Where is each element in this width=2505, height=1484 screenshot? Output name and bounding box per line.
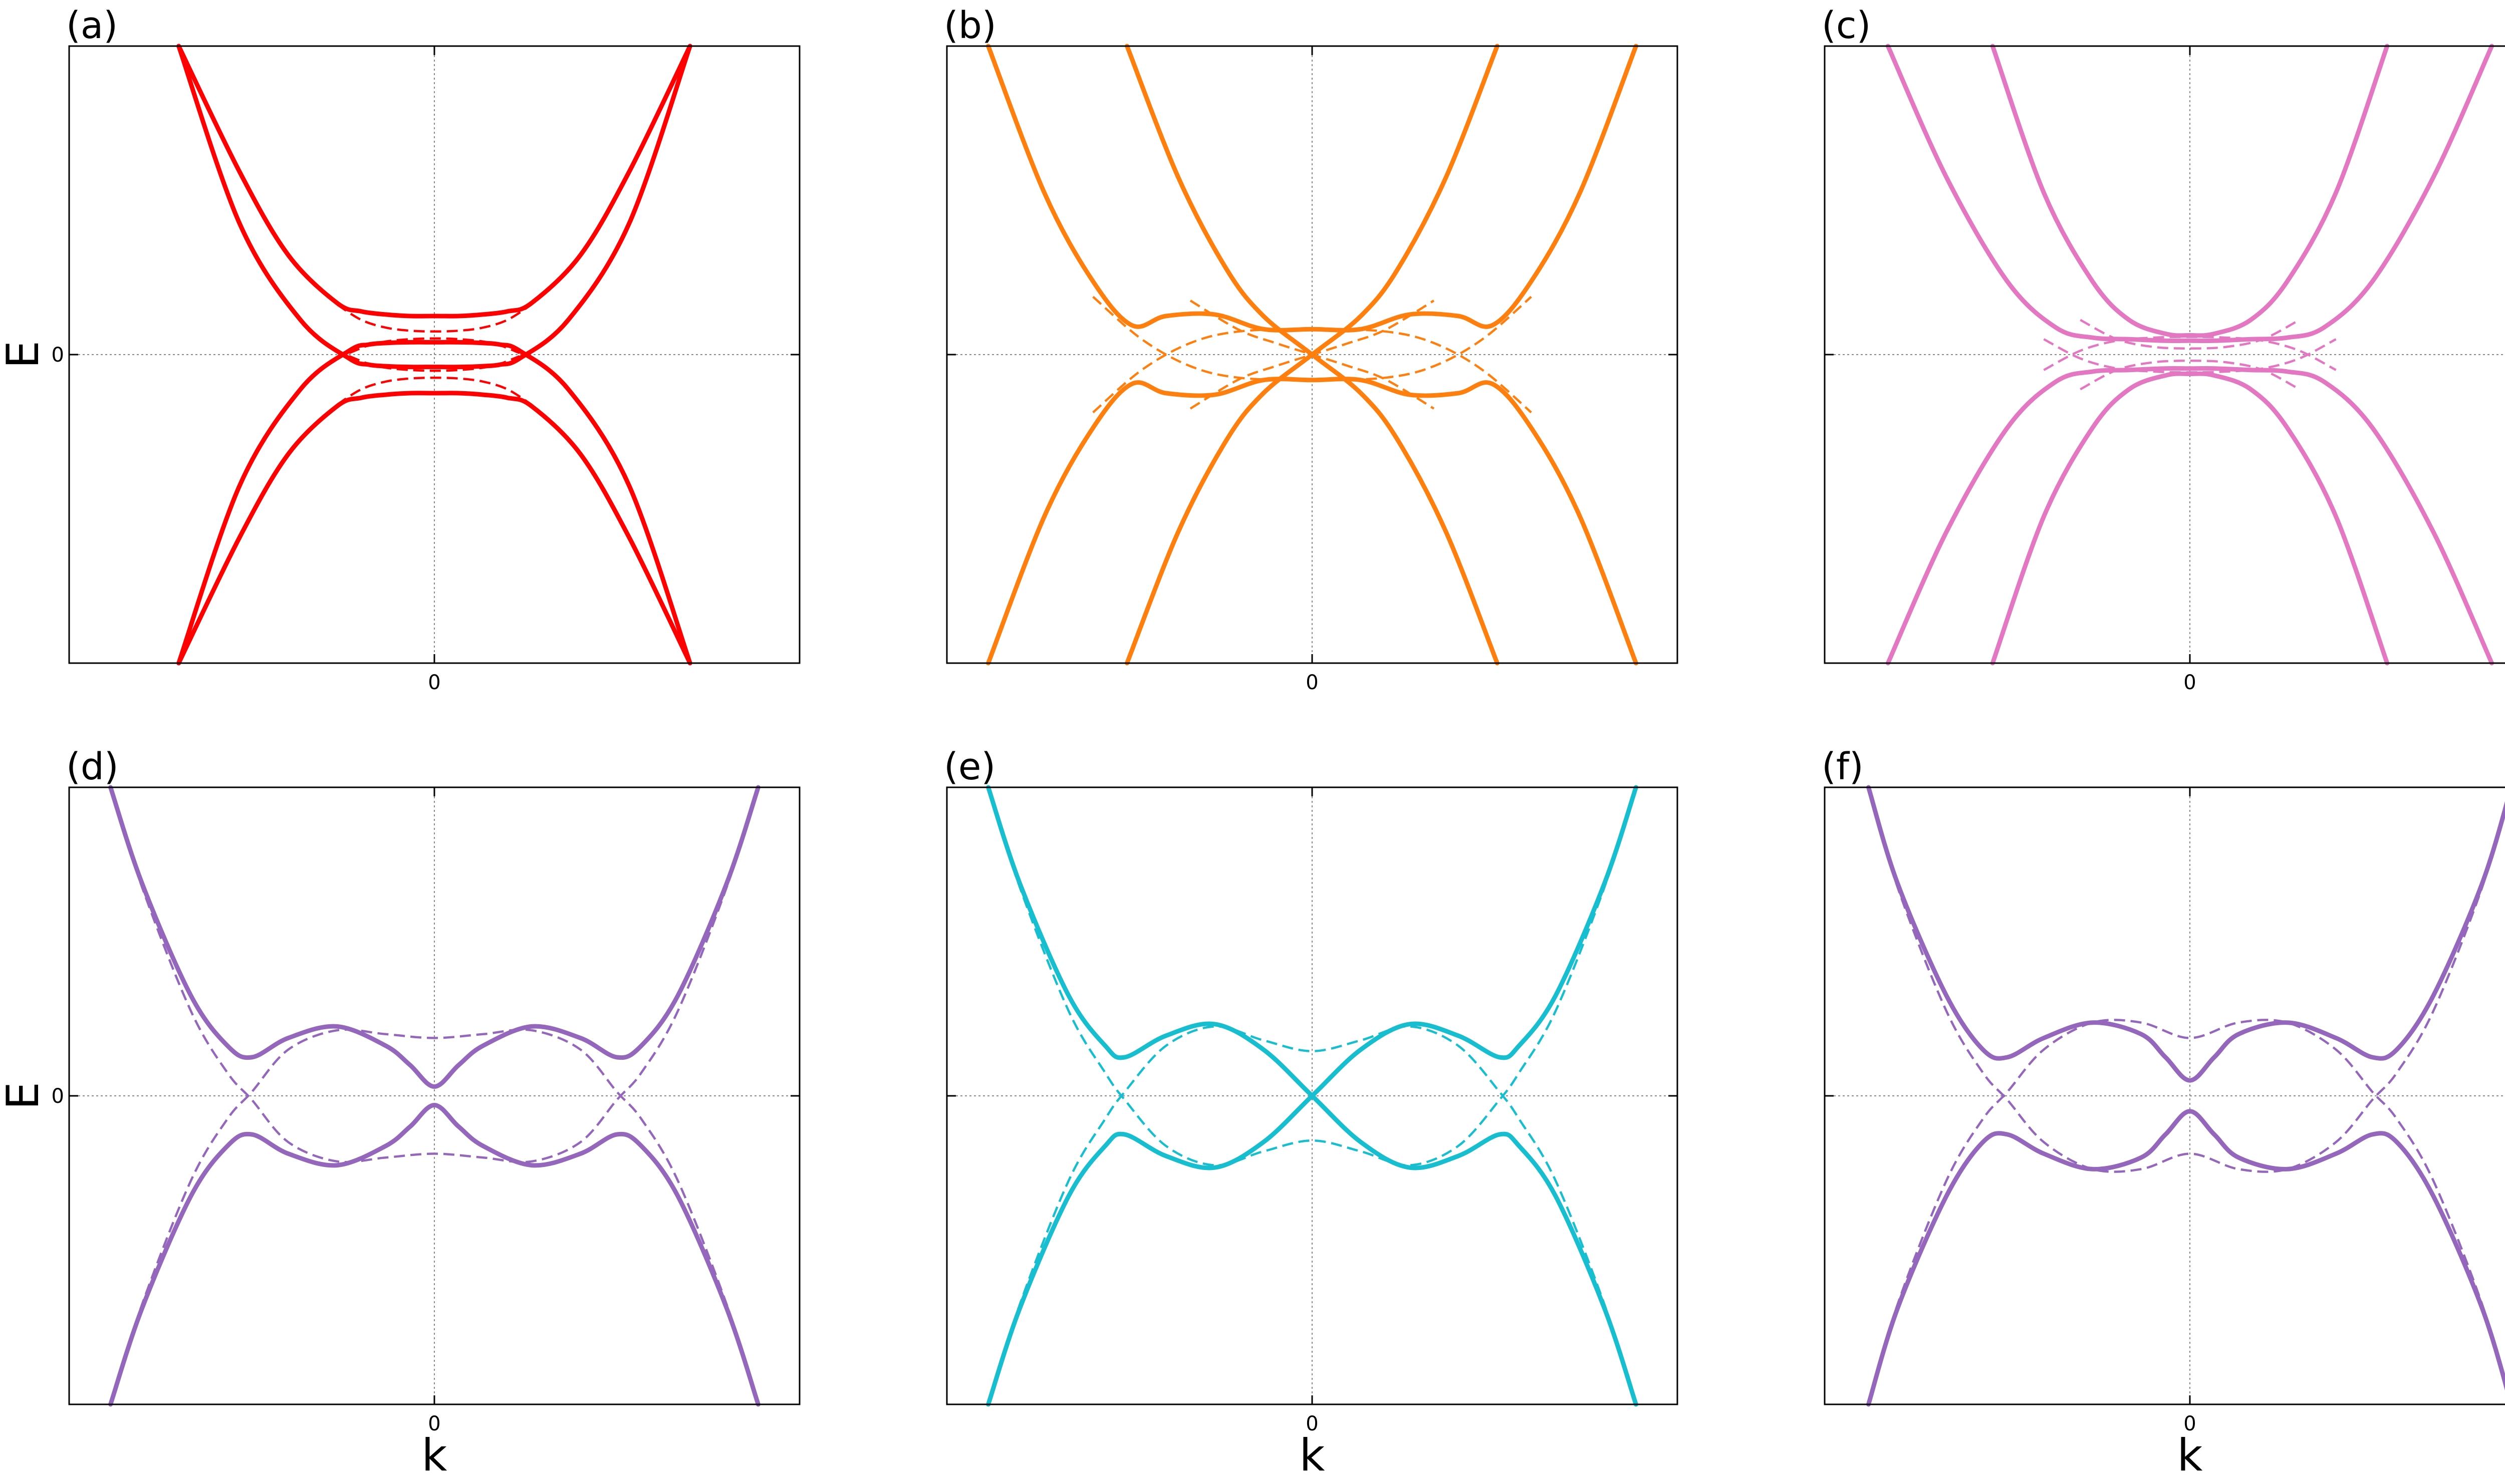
panel-label: (b) [944, 4, 996, 47]
solid-band-0 [986, 44, 1638, 333]
x-tick-label: 0 [2183, 671, 2196, 694]
x-tick-label: 0 [428, 671, 440, 694]
solid-band-2 [176, 340, 692, 666]
y-axis-title: E [0, 1082, 49, 1110]
dashed-band-7 [2080, 360, 2300, 391]
dashed-band-6 [349, 337, 520, 354]
dashed-band-6 [2080, 319, 2300, 350]
solid-band-1 [1866, 1109, 2505, 1407]
dashed-band-3 [1867, 1019, 2505, 1405]
panel-a: 0 0 E (a) [0, 4, 801, 694]
dashed-band-2 [109, 787, 760, 1163]
solid-band-3 [1990, 371, 2390, 666]
panel-label: (d) [66, 745, 119, 788]
dashed-band-5 [336, 376, 533, 406]
solid-band-0 [1866, 785, 2505, 1083]
dashed-band-4 [1092, 328, 1532, 414]
panel-e: 0 k (e) [944, 745, 1678, 1481]
panel-label: (e) [944, 745, 995, 788]
dashed-band-3 [109, 1028, 760, 1405]
panel-label: (f) [1822, 745, 1864, 788]
solid-band-0 [108, 785, 761, 1089]
y-tick-label: 0 [52, 344, 64, 367]
panel-f: 0 k (f) [1822, 745, 2505, 1481]
panel-d: 0 0 E k (d) [0, 745, 801, 1481]
solid-band-2 [1990, 44, 2390, 338]
solid-band-0 [1885, 44, 2494, 344]
y-tick-label: 0 [52, 1085, 64, 1108]
dashed-band-7 [349, 355, 520, 372]
panel-label: (a) [66, 4, 118, 47]
solid-band-1 [176, 391, 692, 666]
solid-band-0 [176, 44, 692, 319]
solid-band-3 [176, 44, 692, 370]
dashed-band-4 [2043, 336, 2337, 371]
x-axis-title: k [422, 1429, 447, 1481]
x-tick-label: 0 [1306, 671, 1318, 694]
dashed-band-4 [336, 303, 533, 333]
x-axis-title: k [2177, 1429, 2203, 1481]
dashed-band-5 [2043, 338, 2337, 374]
panel-b: 0 (b) [944, 4, 1678, 694]
x-tick-label: 0 [2183, 1412, 2196, 1435]
y-axis-title: E [0, 341, 49, 369]
x-axis-title: k [1300, 1429, 1325, 1481]
dashed-band-7 [1189, 300, 1435, 410]
x-tick-label: 0 [1306, 1412, 1318, 1435]
solid-band-1 [986, 377, 1638, 666]
panel-c: 0 (c) [1822, 4, 2505, 694]
x-tick-label: 0 [428, 1412, 440, 1435]
panel-label: (c) [1822, 4, 1871, 47]
solid-band-1 [986, 785, 1638, 1407]
solid-band-1 [1885, 366, 2494, 666]
dashed-band-5 [1092, 295, 1532, 382]
solid-band-1 [108, 1103, 761, 1407]
dashed-band-2 [1867, 787, 2505, 1173]
